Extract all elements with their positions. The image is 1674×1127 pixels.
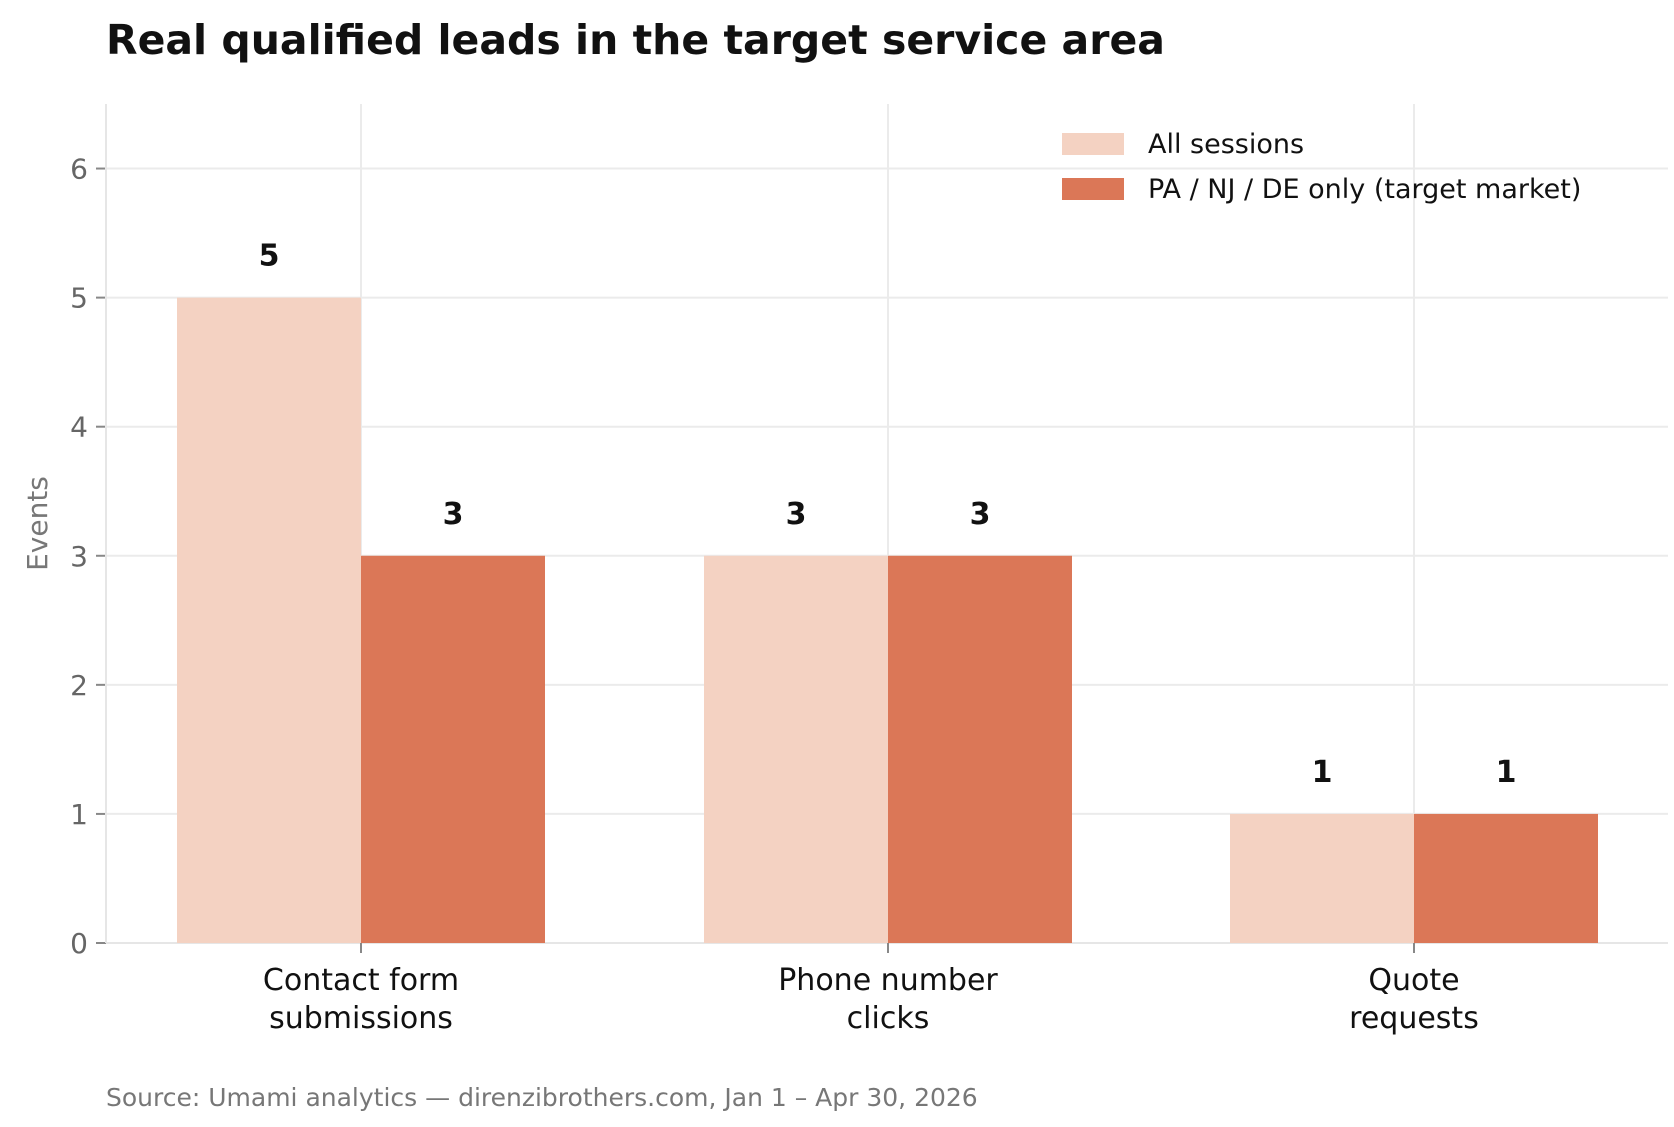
bar-target-market: [361, 555, 545, 943]
bar-target-market: [888, 555, 1072, 943]
x-tick-label-line: Phone number: [778, 963, 998, 998]
y-tick-label: 2: [70, 669, 88, 702]
y-tick-label: 0: [70, 927, 88, 960]
data-label: 5: [259, 239, 280, 274]
data-label: 1: [1496, 755, 1517, 790]
data-labels: 5 3 1 3 3 1: [259, 239, 1517, 790]
bar-all-sessions: [1230, 813, 1414, 943]
tick-labels: 0 1 2 3 4 5 6 Contact form submissions Phone numb…: [70, 153, 1479, 1036]
chart-title: Real qualified leads in the target servi…: [106, 16, 1165, 64]
data-label: 3: [443, 497, 464, 532]
bar-all-sessions: [177, 297, 361, 944]
y-tick-label: 1: [70, 798, 88, 831]
data-label: 3: [786, 497, 807, 532]
bar-target-market: [1414, 813, 1598, 943]
legend-entry: All sessions: [1148, 129, 1304, 160]
data-label: 1: [1312, 755, 1333, 790]
legend-swatch: [1062, 178, 1124, 200]
x-tick-label: Quote requests: [1349, 963, 1479, 1036]
x-tick-label-line: Quote: [1368, 963, 1459, 998]
bar-all-sessions: [704, 555, 888, 943]
x-tick-label: Phone number clicks: [778, 963, 998, 1036]
x-tick-label: Contact form submissions: [263, 963, 459, 1036]
data-label: 3: [970, 497, 991, 532]
y-axis-label: Events: [21, 476, 54, 571]
y-tick-label: 5: [70, 282, 88, 315]
x-tick-label-line: submissions: [269, 1001, 453, 1036]
legend-swatch: [1062, 133, 1124, 155]
y-tick-label: 6: [70, 153, 88, 186]
x-tick-label-line: Contact form: [263, 963, 459, 998]
source-note: Source: Umami analytics — direnzibrother…: [106, 1083, 978, 1112]
x-tick-label-line: clicks: [847, 1001, 930, 1036]
x-tick-label-line: requests: [1349, 1001, 1479, 1036]
legend-entry: PA / NJ / DE only (target market): [1148, 174, 1581, 205]
bars: [177, 297, 1598, 944]
y-tick-label: 4: [70, 411, 88, 444]
y-tick-label: 3: [70, 540, 88, 573]
legend: All sessions PA / NJ / DE only (target ma…: [1062, 129, 1581, 205]
